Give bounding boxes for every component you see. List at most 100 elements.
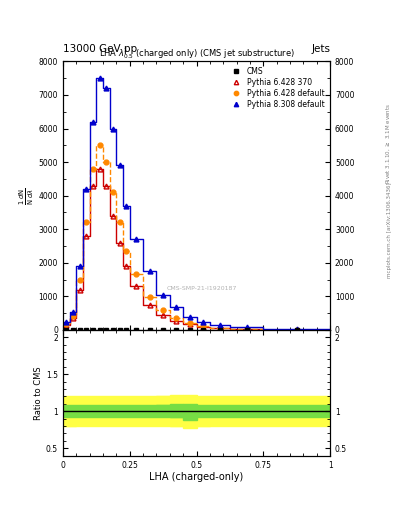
Pythia 6.428 370 <box>187 321 192 327</box>
Bar <box>83 399 90 424</box>
Pythia 8.308 default <box>77 263 82 269</box>
Pythia 6.428 default <box>71 313 75 319</box>
Pythia 6.428 default <box>84 220 89 226</box>
Pythia 6.428 370 <box>97 166 102 172</box>
Legend: CMS, Pythia 6.428 370, Pythia 6.428 default, Pythia 8.308 default: CMS, Pythia 6.428 370, Pythia 6.428 defa… <box>227 65 326 110</box>
Bar <box>90 399 96 424</box>
Pythia 6.428 370 <box>134 283 139 289</box>
Pythia 8.308 default <box>104 85 108 91</box>
Bar <box>170 395 183 426</box>
CMS <box>71 327 75 333</box>
Bar <box>90 408 96 415</box>
Pythia 6.428 370 <box>84 233 89 239</box>
Pythia 8.308 default <box>111 125 116 132</box>
Pythia 6.428 370 <box>104 182 108 188</box>
Pythia 6.428 default <box>134 271 139 278</box>
Pythia 8.308 default <box>174 304 179 310</box>
Pythia 6.428 370 <box>218 325 222 331</box>
Bar <box>123 408 130 415</box>
Pythia 6.428 default <box>104 159 108 165</box>
Bar <box>183 404 196 420</box>
Bar <box>130 407 143 416</box>
CMS <box>161 327 165 333</box>
Pythia 6.428 370 <box>161 312 165 318</box>
Bar <box>123 399 130 424</box>
Bar <box>103 407 110 416</box>
CMS <box>77 327 82 333</box>
Bar <box>130 398 143 424</box>
Pythia 6.428 default <box>64 321 69 327</box>
Pythia 6.428 370 <box>201 324 206 330</box>
Pythia 6.428 default <box>174 315 179 322</box>
Bar <box>143 407 156 416</box>
Pythia 6.428 default <box>124 248 129 254</box>
Bar <box>116 399 123 424</box>
Line: Pythia 6.428 default: Pythia 6.428 default <box>64 143 299 332</box>
CMS <box>187 327 192 333</box>
Bar <box>96 398 103 424</box>
Bar <box>110 399 116 424</box>
Bar <box>170 404 183 417</box>
Bar <box>116 408 123 415</box>
Line: Pythia 8.308 default: Pythia 8.308 default <box>64 76 299 332</box>
Bar <box>183 395 196 429</box>
Bar <box>83 408 90 415</box>
Pythia 8.308 default <box>134 236 139 242</box>
Bar <box>196 406 210 416</box>
Bar <box>230 408 263 415</box>
Bar <box>230 399 263 424</box>
Pythia 6.428 default <box>187 320 192 326</box>
Bar <box>96 407 103 416</box>
Bar <box>63 396 330 426</box>
Pythia 8.308 default <box>161 291 165 297</box>
Pythia 6.428 default <box>294 327 299 333</box>
Bar <box>63 398 70 426</box>
Pythia 8.308 default <box>64 319 69 326</box>
Pythia 8.308 default <box>84 186 89 192</box>
Y-axis label: $\frac{1}{\mathrm{N}}\frac{d\mathrm{N}}{d\lambda}$: $\frac{1}{\mathrm{N}}\frac{d\mathrm{N}}{… <box>18 187 36 204</box>
Pythia 6.428 default <box>201 323 206 329</box>
Pythia 6.428 370 <box>64 322 69 328</box>
Bar <box>110 408 116 415</box>
CMS <box>97 327 102 333</box>
Bar <box>210 398 230 424</box>
Bar <box>263 399 330 424</box>
Bar <box>156 396 170 424</box>
Line: Pythia 6.428 370: Pythia 6.428 370 <box>64 166 299 332</box>
Pythia 8.308 default <box>124 203 129 209</box>
Pythia 6.428 370 <box>71 315 75 321</box>
Pythia 6.428 370 <box>174 318 179 324</box>
Pythia 6.428 370 <box>111 212 116 219</box>
Pythia 8.308 default <box>294 326 299 332</box>
Line: CMS: CMS <box>64 328 299 332</box>
Pythia 6.428 default <box>218 325 222 331</box>
Bar <box>210 407 230 416</box>
CMS <box>174 327 179 333</box>
CMS <box>134 327 139 333</box>
CMS <box>64 327 69 333</box>
Text: Jets: Jets <box>311 44 330 54</box>
Pythia 6.428 370 <box>77 287 82 293</box>
Pythia 8.308 default <box>117 162 122 168</box>
Pythia 8.308 default <box>201 319 206 325</box>
Pythia 6.428 370 <box>91 182 95 188</box>
Pythia 6.428 default <box>97 142 102 148</box>
Pythia 8.308 default <box>147 268 152 274</box>
CMS <box>124 327 129 333</box>
Bar <box>103 398 110 424</box>
Pythia 8.308 default <box>244 325 249 331</box>
Pythia 6.428 default <box>91 166 95 172</box>
Pythia 6.428 370 <box>147 302 152 308</box>
Bar <box>70 398 76 426</box>
Pythia 6.428 default <box>147 294 152 300</box>
Bar <box>156 406 170 416</box>
CMS <box>201 327 206 333</box>
Title: LHA $\lambda^{1}_{0.5}$ (charged only) (CMS jet substructure): LHA $\lambda^{1}_{0.5}$ (charged only) (… <box>99 47 294 61</box>
Bar <box>63 406 330 417</box>
Pythia 6.428 default <box>161 307 165 313</box>
Text: mcplots.cern.ch [arXiv:1306.3436]: mcplots.cern.ch [arXiv:1306.3436] <box>387 183 392 278</box>
CMS <box>218 327 222 333</box>
Pythia 8.308 default <box>218 322 222 328</box>
Pythia 8.308 default <box>97 75 102 81</box>
Text: Rivet 3.1.10, $\geq$ 3.1M events: Rivet 3.1.10, $\geq$ 3.1M events <box>385 103 392 184</box>
